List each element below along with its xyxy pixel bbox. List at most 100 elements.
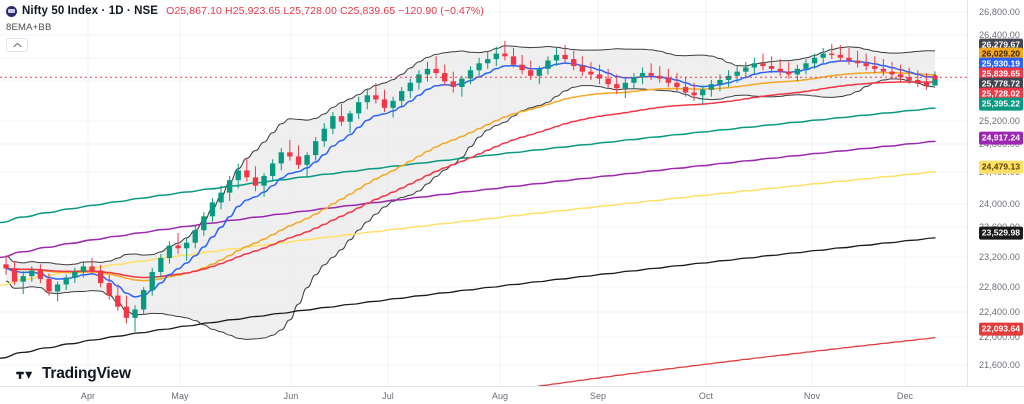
candle-body — [648, 73, 654, 76]
price-tick: 22,400.00 — [979, 307, 1020, 317]
candle-body — [493, 53, 499, 60]
candle-body — [596, 74, 603, 79]
price-tick: 26,800.00 — [979, 7, 1020, 17]
candle-body — [811, 57, 818, 64]
candle-body — [287, 152, 293, 157]
candle-body — [691, 92, 697, 96]
time-tick: May — [171, 391, 189, 401]
candle-body — [424, 68, 431, 75]
candle-body — [768, 66, 775, 69]
candle-body — [149, 271, 155, 291]
candle-body — [502, 53, 508, 57]
candle-body — [777, 68, 783, 72]
candle-body — [381, 99, 388, 108]
watermark-text: TradingView — [42, 365, 131, 382]
candle-body — [442, 73, 448, 82]
price-tick: 22,800.00 — [979, 282, 1020, 292]
candle-body — [820, 53, 826, 58]
candle-body — [476, 63, 482, 71]
candle-body — [588, 71, 594, 75]
candle-body — [235, 170, 241, 181]
candle-body — [183, 242, 190, 249]
candlestick-series — [3, 41, 938, 332]
candle-body — [46, 278, 52, 292]
candle-body — [321, 128, 327, 142]
legend-collapse-button[interactable] — [6, 38, 28, 52]
candle-body — [356, 102, 362, 114]
candle-body — [751, 63, 758, 68]
candle-body — [467, 70, 474, 79]
candle-body — [218, 192, 224, 203]
candle-body — [63, 277, 69, 285]
candle-body — [209, 202, 216, 217]
last-price-marker — [932, 74, 938, 80]
candle-body — [897, 74, 904, 78]
candle-body — [175, 245, 181, 249]
candle-body — [244, 170, 250, 178]
candle-body — [192, 230, 198, 243]
time-tick: Jul — [382, 391, 394, 401]
price-scale[interactable]: 26,800.0026,400.0026,000.0025,600.0025,2… — [968, 0, 1024, 386]
candle-body — [579, 66, 585, 72]
last-price-badge[interactable]: 25,839.65 — [978, 67, 1023, 81]
price-tick: 23,200.00 — [979, 252, 1020, 262]
candle-body — [364, 95, 370, 103]
ma-black-badge[interactable]: 23,529.98 — [978, 226, 1023, 240]
candle-body — [3, 264, 9, 269]
bb-basis-badge[interactable]: 25,778.72 — [978, 77, 1023, 91]
candle-body — [536, 68, 542, 76]
candle-body — [450, 81, 456, 87]
candle-body — [97, 270, 104, 284]
candle-body — [631, 77, 637, 83]
candle-body — [201, 216, 207, 231]
candle-body — [786, 71, 792, 75]
candle-body — [519, 64, 525, 71]
candle-body — [106, 283, 112, 296]
ma-darkred-badge[interactable]: 22,093.64 — [978, 322, 1023, 336]
candle-body — [373, 95, 379, 100]
candle-body — [725, 75, 732, 80]
ma-purple-line — [0, 140, 936, 259]
candle-body — [734, 71, 740, 76]
candle-body — [562, 54, 568, 60]
ma-purple-badge[interactable]: 24,917.24 — [978, 131, 1023, 145]
candle-body — [399, 91, 405, 101]
chevron-up-icon — [12, 42, 22, 48]
candle-body — [846, 57, 852, 61]
ma-teal-badge[interactable]: 25,395.22 — [978, 97, 1023, 111]
price-chart-svg — [0, 0, 968, 386]
candle-body — [863, 63, 869, 67]
time-tick: Jun — [283, 391, 299, 401]
candle-body — [760, 63, 766, 67]
ma-yellow-badge[interactable]: 24,479.13 — [978, 160, 1023, 174]
candle-body — [854, 60, 861, 64]
candle-body — [390, 100, 396, 108]
candle-body — [485, 59, 491, 64]
candle-body — [338, 116, 345, 122]
time-tick: Aug — [491, 391, 509, 401]
price-tick: 24,000.00 — [979, 199, 1020, 209]
candle-body — [433, 68, 439, 74]
candle-body — [510, 56, 517, 65]
candle-body — [347, 113, 353, 122]
candle-body — [923, 82, 930, 86]
candle-body — [605, 78, 611, 85]
ma-orange-badge[interactable]: 26,029.20 — [978, 47, 1023, 61]
candle-body — [915, 79, 921, 83]
chart-plot-area[interactable] — [0, 0, 968, 386]
candle-body — [416, 74, 422, 83]
time-tick: Sep — [589, 391, 607, 401]
candle-body — [123, 306, 130, 318]
price-tick: 22,000.00 — [979, 332, 1020, 342]
candle-body — [80, 266, 87, 272]
candle-body — [115, 295, 121, 307]
ma-red-badge[interactable]: 25,728.02 — [978, 87, 1023, 101]
ma-blue-badge[interactable]: 25,930.19 — [978, 57, 1023, 71]
candle-body — [11, 268, 18, 282]
candle-body — [657, 75, 663, 79]
candle-body — [837, 54, 844, 58]
candle-body — [872, 66, 878, 69]
candle-body — [545, 60, 551, 69]
candle-body — [278, 152, 284, 164]
time-scale[interactable]: Apr May Jun Jul Aug Sep Oct Nov Dec — [0, 386, 1024, 404]
